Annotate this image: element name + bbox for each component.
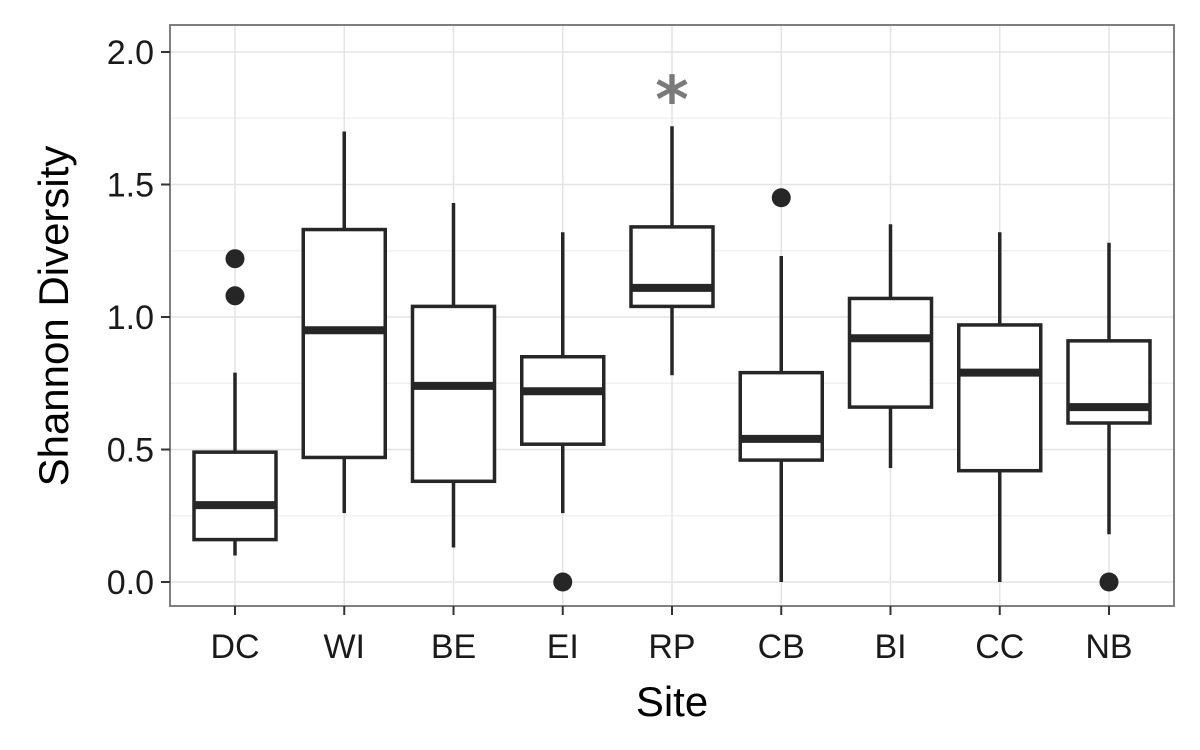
box-nb: [1066, 242, 1152, 592]
outlier-point: [553, 572, 573, 592]
box-dc: [192, 249, 278, 556]
box-ei: [520, 232, 606, 592]
y-axis-title: Shannon Diversity: [30, 146, 77, 487]
outlier-point: [1099, 572, 1119, 592]
x-tick-label: EI: [547, 628, 579, 666]
box-iqr: [301, 227, 387, 460]
x-tick-label: NB: [1085, 628, 1132, 666]
x-tick-label: CC: [975, 628, 1024, 666]
x-tick-label: WI: [323, 628, 365, 666]
y-tick-label: 2.0: [107, 34, 154, 72]
outlier-point: [225, 249, 245, 269]
box-iqr: [738, 370, 824, 462]
box-cc: [957, 232, 1043, 582]
annotations: *: [655, 64, 688, 138]
box-rp: [629, 126, 715, 376]
significance-annotation: *: [655, 64, 688, 138]
y-tick-label: 1.5: [107, 167, 154, 205]
x-axis-title: Site: [636, 678, 708, 725]
box-be: [410, 203, 497, 548]
x-tick-label: CB: [758, 628, 805, 666]
box-cb: [738, 188, 824, 582]
x-tick-label: RP: [648, 628, 695, 666]
box-iqr: [629, 225, 715, 309]
boxplot-series: [192, 126, 1152, 592]
box-iqr: [520, 355, 606, 446]
y-axis: 0.0 0.5 1.0 1.5 2.0: [107, 34, 170, 602]
box-iqr: [192, 450, 278, 542]
x-axis: DC WI BE EI RP CB BI CC NB: [210, 606, 1133, 666]
outlier-point: [771, 188, 791, 208]
box-iqr: [410, 304, 497, 484]
box-iqr: [847, 296, 934, 409]
box-iqr: [957, 323, 1043, 473]
y-tick-label: 0.5: [107, 432, 154, 470]
outlier-point: [225, 286, 245, 306]
x-tick-label: BI: [874, 628, 906, 666]
box-bi: [847, 224, 934, 469]
y-tick-label: 1.0: [107, 299, 154, 337]
y-tick-label: 0.0: [107, 564, 154, 602]
x-tick-label: DC: [210, 628, 259, 666]
x-tick-label: BE: [431, 628, 476, 666]
box-wi: [301, 131, 387, 514]
